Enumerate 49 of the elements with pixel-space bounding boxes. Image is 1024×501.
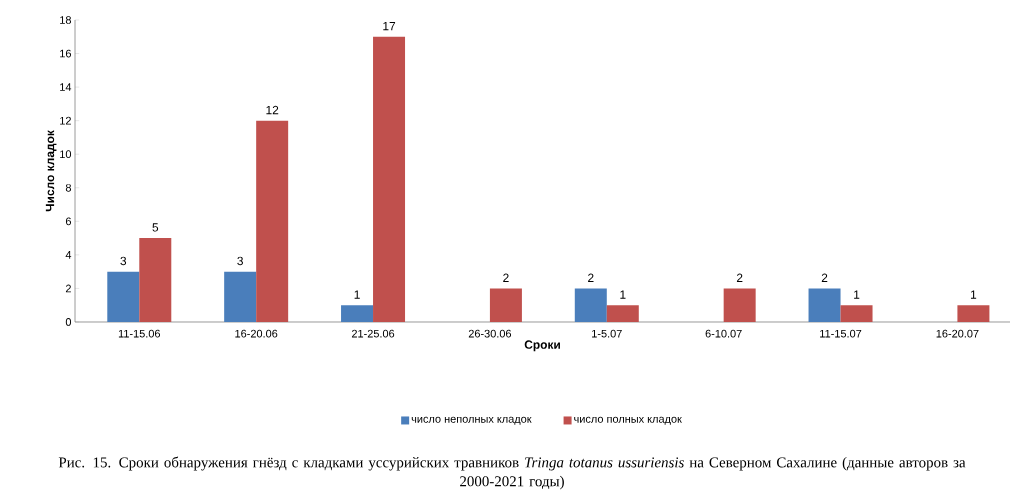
y-tick-label: 14 [60, 83, 72, 91]
data-label: 12 [266, 105, 279, 115]
x-tick-label: 1-5.07 [592, 329, 622, 338]
bar [606, 305, 639, 322]
x-tick-label: 6-10.07 [705, 329, 742, 338]
data-label: 5 [152, 223, 159, 232]
data-label: 3 [120, 256, 127, 266]
legend-label: число неполных кладок [411, 416, 532, 425]
data-label: 2 [821, 273, 828, 282]
bar [840, 305, 873, 322]
data-label: 2 [588, 273, 594, 282]
y-tick-label: 10 [60, 150, 72, 159]
x-tick-label: 16-20.07 [936, 329, 979, 338]
bar [224, 271, 257, 322]
data-label: 1 [620, 290, 626, 299]
y-tick-label: 0 [65, 318, 72, 326]
bar [107, 271, 140, 322]
data-label: 1 [971, 290, 977, 299]
y-tick-label: 6 [65, 217, 72, 226]
bar [808, 288, 841, 322]
bar [723, 288, 756, 322]
y-axis-title: Число кладок [45, 130, 57, 212]
data-label: 17 [383, 22, 396, 31]
x-tick-label: 26-30.06 [468, 329, 512, 338]
x-tick-label: 21-25.06 [351, 329, 395, 338]
data-label: 3 [237, 256, 243, 266]
bar [574, 288, 607, 322]
bar [256, 120, 289, 322]
data-label: 2 [736, 273, 743, 282]
bar [373, 36, 406, 322]
x-axis-title: Сроки [524, 340, 560, 352]
x-tick-label: 11-15.07 [820, 329, 862, 338]
data-label: 1 [354, 290, 360, 299]
legend-label: число полных кладок [574, 416, 682, 425]
y-tick-label: 18 [60, 16, 71, 24]
y-tick-label: 4 [65, 251, 72, 259]
data-label: 1 [854, 290, 860, 299]
bar [957, 305, 990, 322]
y-tick-label: 2 [65, 284, 71, 293]
data-label: 2 [503, 273, 509, 282]
bar [139, 238, 172, 322]
bar [341, 305, 374, 322]
y-tick-label: 12 [60, 116, 71, 125]
y-tick-label: 16 [60, 49, 71, 58]
y-tick-label: 8 [65, 183, 72, 192]
bar [489, 288, 522, 322]
text: Рис. 15. Сроки обнаружения гнёзд с кладками уссурийских травников Tringa totanus ussuriensis на Северном Сахалине (данные авторов за 2000-2021 годы) [58, 456, 966, 490]
x-tick-label: 16-20.06 [235, 329, 278, 338]
x-tick-label: 11-15.06 [118, 329, 161, 338]
